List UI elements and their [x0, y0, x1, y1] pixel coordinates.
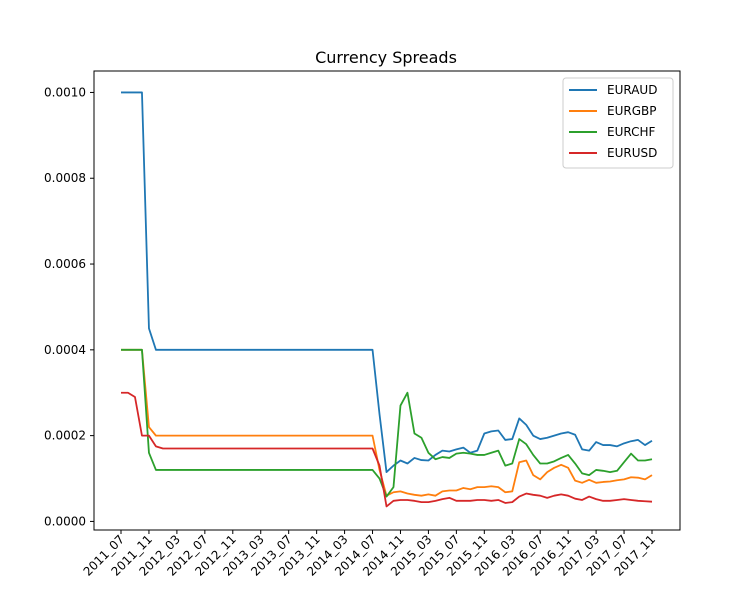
series-line-euraud	[121, 91, 653, 473]
y-tick-label: 0.0006	[44, 257, 86, 271]
chart-title: Currency Spreads	[315, 48, 457, 67]
legend-label: EURCHF	[607, 125, 656, 139]
legend-label: EURAUD	[607, 83, 657, 97]
y-axis: 0.0000 0.0002 0.0004 0.0006 0.0008 0.0010	[44, 85, 94, 528]
y-tick-label: 0.0010	[44, 85, 86, 99]
legend-box	[562, 77, 674, 169]
y-tick-label: 0.0004	[44, 343, 86, 357]
series-line-eurusd	[121, 391, 653, 508]
plot-area-frame	[93, 70, 681, 531]
series-lines	[121, 91, 653, 508]
y-tick-label: 0.0000	[44, 514, 86, 528]
legend: EURAUD EURGBP EURCHF EURUSD	[562, 77, 674, 169]
y-tick-label: 0.0008	[44, 171, 86, 185]
legend-label: EURUSD	[607, 146, 657, 160]
y-tick-label: 0.0002	[44, 429, 86, 443]
legend-label: EURGBP	[607, 104, 656, 118]
series-line-eurchf	[121, 348, 653, 498]
